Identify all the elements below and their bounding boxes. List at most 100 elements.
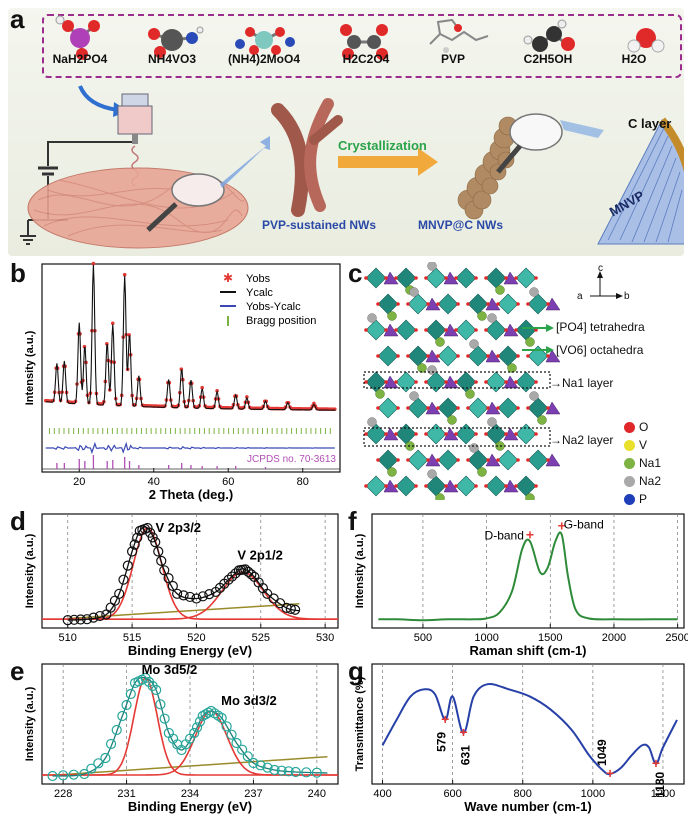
oxygen-atom	[376, 458, 380, 462]
oxygen-atom	[514, 432, 518, 436]
peak-label: V 2p3/2	[156, 520, 202, 535]
axis-b-label: b	[624, 291, 630, 302]
oxygen-atom	[424, 328, 428, 332]
data-point	[159, 713, 170, 724]
syringe-icon	[117, 93, 153, 144]
data-point	[151, 684, 162, 696]
na2-atom	[427, 469, 437, 479]
panel-letter-b: b	[10, 258, 26, 288]
oxygen-atom	[396, 458, 400, 462]
panel-letter-e: e	[10, 656, 25, 686]
vo6-octahedron	[485, 371, 507, 393]
yobs-point	[200, 385, 204, 390]
data-point	[203, 707, 214, 718]
x-tick-label: 60	[222, 476, 234, 488]
oxygen-atom	[364, 484, 368, 488]
vo6-octahedron	[395, 475, 417, 497]
vo6-octahedron	[437, 345, 459, 367]
data-point	[221, 721, 232, 732]
peak-marker: +	[441, 711, 449, 727]
x-tick-label: 515	[123, 632, 141, 644]
vo6-octahedron	[455, 423, 477, 445]
data-point	[237, 744, 248, 755]
na2-atom	[529, 391, 539, 401]
oxygen-atom	[486, 302, 490, 306]
na1-atom	[435, 493, 445, 500]
x-tick-label: 800	[514, 788, 532, 800]
spectrum-line	[52, 676, 328, 777]
x-tick-label: 240	[308, 788, 326, 800]
yobs-ycalc-line	[45, 441, 335, 455]
peak-marker: +	[526, 526, 534, 542]
data-point	[68, 769, 79, 780]
na2-atom	[469, 443, 479, 453]
axis-c-label: c	[598, 263, 603, 274]
data-point	[226, 571, 238, 582]
data-point	[105, 738, 117, 750]
na2-atom	[409, 287, 419, 297]
data-point	[262, 762, 273, 773]
peak-label: V 2p1/2	[237, 547, 283, 562]
ftir-chart: 400 600 800 1000 1200 Wave number (cm-1) Trans…	[354, 663, 685, 814]
data-point	[172, 588, 183, 599]
na1-atom	[417, 363, 427, 373]
oxygen-atom	[516, 302, 520, 306]
oxygen-atom	[414, 276, 418, 280]
oxygen-atom	[526, 302, 530, 306]
plot-frame	[41, 513, 339, 629]
label-pvp-sustained-nws: PVP-sustained NWs	[262, 218, 377, 232]
data-point	[311, 767, 322, 778]
oxygen-atom	[466, 406, 470, 410]
data-point	[153, 546, 164, 557]
data-point	[122, 560, 133, 571]
vo6-octahedron	[365, 267, 387, 289]
y-axis-label: Intensity (a.u.)	[24, 533, 36, 608]
panel-letter-d: d	[10, 506, 26, 536]
vo6-octahedron	[407, 293, 429, 315]
data-point	[156, 555, 167, 567]
oxygen-atom	[486, 406, 490, 410]
data-point	[274, 598, 286, 609]
data-point	[94, 610, 106, 622]
oxygen-atom	[396, 406, 400, 410]
legend-na2: Na2	[624, 474, 688, 492]
x-tick-label: 40	[148, 476, 160, 488]
data-point	[79, 768, 90, 780]
na2-atom	[529, 287, 539, 297]
vo6-octahedron	[515, 371, 537, 393]
data-point	[248, 757, 259, 769]
oxygen-atom	[454, 432, 458, 436]
peak-label: 1180	[653, 771, 667, 797]
data-point	[184, 591, 196, 603]
axis-a-label: a	[577, 291, 583, 302]
annotation-po4: [PO4] tetrahedra	[556, 320, 645, 334]
data-point	[81, 614, 93, 625]
data-point	[178, 590, 189, 601]
data-point	[75, 614, 86, 625]
data-point	[231, 737, 242, 749]
vo6-octahedron	[407, 449, 429, 471]
element-legend: O V Na1 Na2 P	[624, 420, 688, 510]
oxygen-atom	[384, 432, 388, 436]
oxygen-atom	[534, 328, 538, 332]
nah2po4-molecule-icon	[55, 15, 100, 60]
synthesis-illustration	[20, 85, 684, 249]
background-fit-line	[52, 755, 328, 777]
yobs-point	[122, 272, 127, 277]
data-point	[226, 729, 237, 740]
data-point	[189, 727, 200, 739]
oxygen-atom	[526, 406, 530, 410]
data-point	[118, 574, 129, 585]
data-point	[194, 716, 205, 727]
oxygen-atom	[466, 458, 470, 462]
chem-label-nh4vo3: NH4VO3	[147, 52, 197, 66]
data-point	[88, 612, 99, 623]
peak-label: 1049	[595, 739, 609, 766]
vo6-octahedron	[527, 293, 549, 315]
x-tick-label: 234	[181, 788, 199, 800]
magnifier-icon-2	[509, 113, 563, 151]
mnvp-c-nanowire	[457, 116, 518, 220]
feed-arrow-icon	[78, 85, 119, 112]
crystal-axes-icon	[590, 271, 623, 299]
vo6-octahedron	[515, 423, 537, 445]
